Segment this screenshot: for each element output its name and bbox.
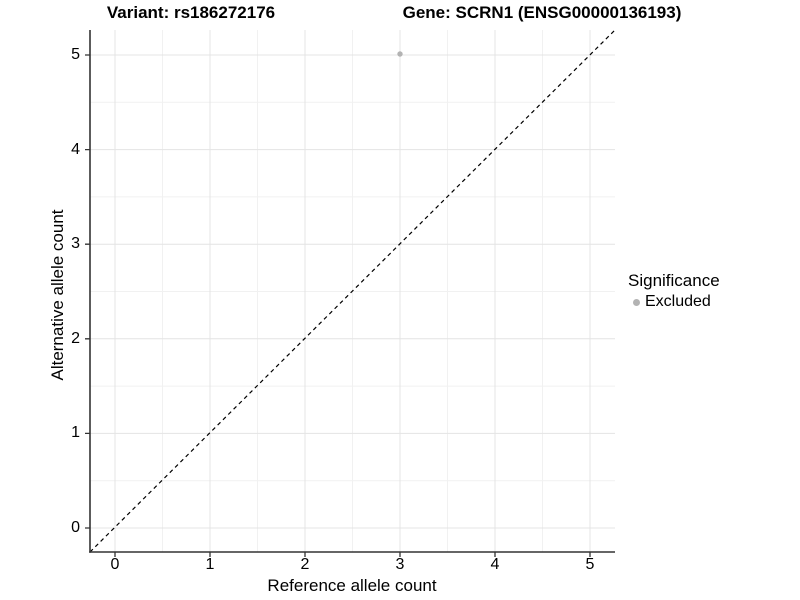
x-tick-label-4: 4 [490,556,500,573]
legend: Significance Excluded [628,271,720,311]
x-tick-label-0: 0 [110,556,120,573]
plot-title-variant: Variant: rs186272176 [106,3,276,22]
legend-item-label: Excluded [645,293,711,310]
legend-marker-circle-icon [633,298,640,306]
x-tick-label-5: 5 [585,556,595,573]
y-tick-label-5: 5 [71,46,80,63]
y-tick-label-1: 1 [71,424,80,442]
legend-title: Significance [628,271,720,290]
legend-item-excluded[interactable]: Excluded [628,293,720,311]
x-tick-label-2: 2 [300,556,310,573]
x-tick-label-1: 1 [205,556,215,573]
y-axis-title: Alternative allele count [48,209,67,381]
identity-reference-line [89,29,616,553]
plot-title-gene: Gene: SCRN1 (ENSG00000136193) [402,3,682,22]
x-axis-title: Reference allele count [267,576,437,595]
x-axis-tick-marks [114,552,591,557]
y-tick-label-0: 0 [71,519,80,536]
y-tick-label-4: 4 [71,140,80,158]
y-tick-label-2: 2 [71,329,80,347]
y-axis-tick-marks [85,54,90,529]
x-tick-label-3: 3 [395,556,405,573]
y-tick-label-3: 3 [71,235,80,253]
grid-major-lines [90,30,615,552]
data-point-excluded[interactable] [397,51,403,57]
